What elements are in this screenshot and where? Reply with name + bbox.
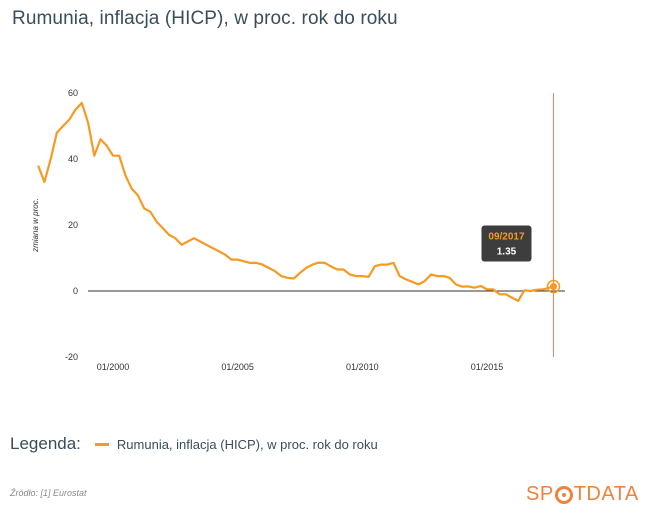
logo-o-icon — [554, 485, 573, 504]
x-tick-label: 01/2010 — [346, 362, 379, 372]
legend-swatch[interactable] — [94, 442, 109, 446]
y-tick-label: 20 — [68, 220, 78, 230]
x-tick-label: 01/2015 — [471, 362, 504, 372]
tooltip-background — [481, 225, 532, 262]
hover-tooltip: 09/2017 1.35 — [481, 225, 532, 262]
y-tick-label: 60 — [68, 88, 78, 98]
series-line[interactable] — [37, 101, 554, 302]
x-axis-ticks: 01/2000 01/2005 01/2010 01/2015 — [97, 362, 504, 372]
legend: Legenda: Rumunia, inflacja (HICP), w pro… — [10, 434, 378, 454]
hover-point[interactable] — [549, 283, 557, 291]
y-tick-label: -20 — [65, 352, 78, 362]
x-tick-label: 01/2000 — [97, 362, 130, 372]
logo-text-start: SP — [526, 483, 554, 505]
hover-point-halo — [546, 279, 561, 294]
logo-text-end: TDATA — [573, 483, 639, 505]
y-tick-label: 0 — [73, 286, 78, 296]
source-note: Źródło: [1] Eurostat — [10, 488, 87, 498]
legend-label[interactable]: Rumunia, inflacja (HICP), w proc. rok do… — [116, 436, 378, 452]
y-tick-label: 40 — [68, 154, 78, 164]
y-axis-label: zmiana w proc. — [31, 198, 40, 253]
tooltip-value: 1.35 — [497, 247, 517, 258]
legend-title: Legenda: — [10, 434, 81, 453]
spotdata-logo: SP TDATA — [526, 483, 639, 506]
y-axis-ticks: 60 40 20 0 -20 — [65, 88, 78, 362]
tooltip-date: 09/2017 — [488, 232, 525, 243]
chart-title: Rumunia, inflacja (HICP), w proc. rok do… — [12, 8, 398, 29]
x-tick-label: 01/2005 — [221, 362, 254, 372]
